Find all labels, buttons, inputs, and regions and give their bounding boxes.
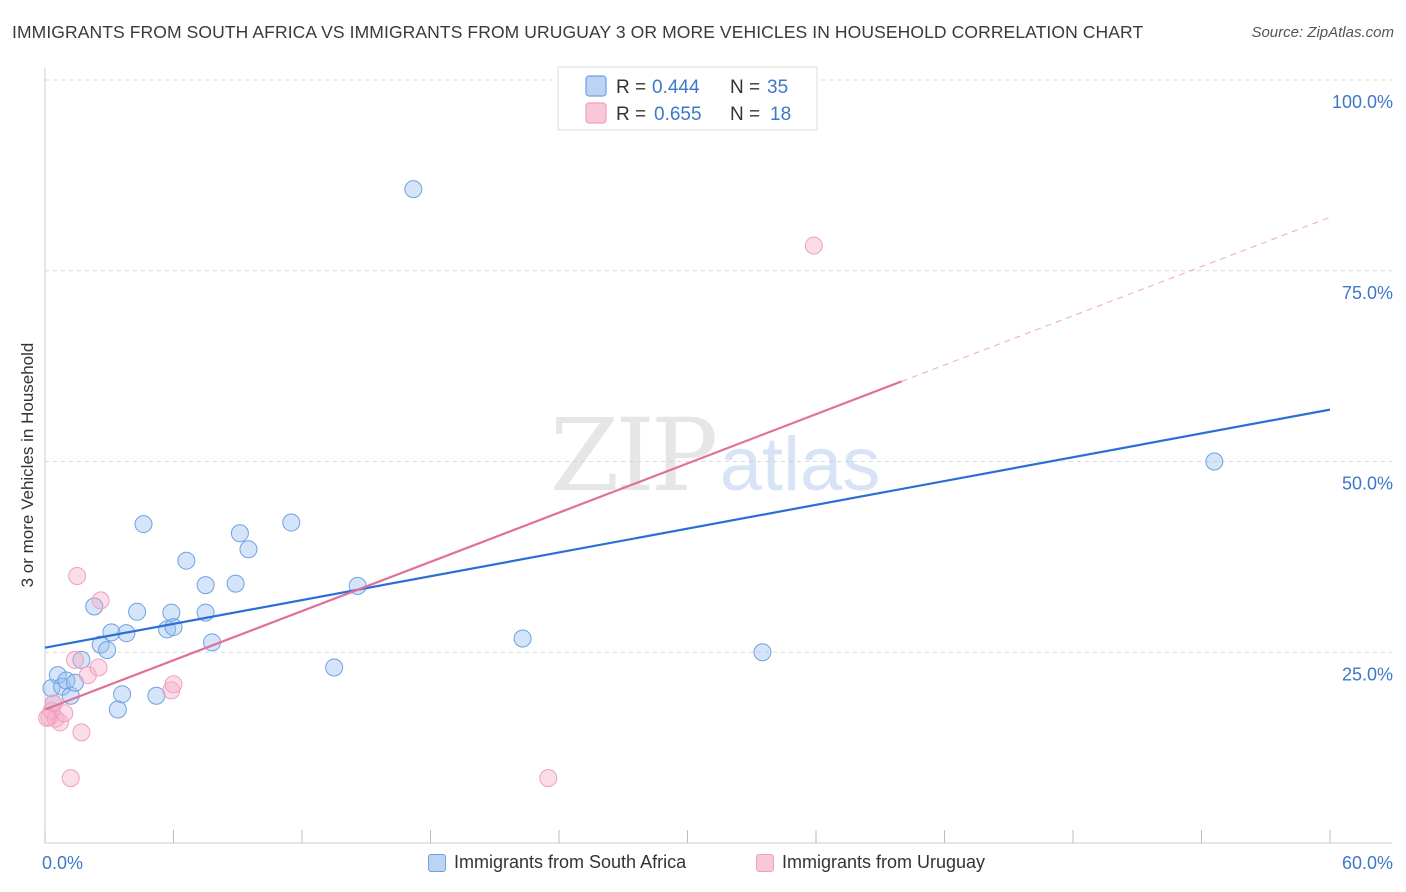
legend-n-label-1: N = xyxy=(730,77,760,98)
south-africa-point[interactable] xyxy=(108,700,127,719)
legend-n-value-2: 18 xyxy=(770,104,791,125)
south-africa-point[interactable] xyxy=(164,618,183,637)
legend-n-value-1: 35 xyxy=(767,77,788,98)
y-tick-label: 75.0% xyxy=(1342,283,1393,303)
south-africa-trend-line xyxy=(44,408,1331,649)
uruguay-point[interactable] xyxy=(804,236,823,255)
legend-r-label-2: R = xyxy=(616,104,646,125)
south-africa-point[interactable] xyxy=(753,643,772,662)
bottom-legend: Immigrants from South Africa Immigrants … xyxy=(0,852,1406,878)
source-label: Source: ZipAtlas.com xyxy=(1251,24,1394,41)
gridlines xyxy=(45,79,1392,653)
watermark-zip: ZIP xyxy=(550,397,715,514)
south-africa-swatch xyxy=(428,853,446,872)
watermark-atlas: atlas xyxy=(720,422,881,507)
uruguay-point[interactable] xyxy=(89,658,108,677)
south-africa-point[interactable] xyxy=(102,623,121,642)
legend-r-value-1: 0.444 xyxy=(652,77,700,98)
south-africa-point[interactable] xyxy=(513,629,532,648)
uruguay-point[interactable] xyxy=(55,704,74,723)
south-africa-point[interactable] xyxy=(72,650,91,669)
uruguay-label: Immigrants from Uruguay xyxy=(782,852,986,872)
south-africa-point[interactable] xyxy=(230,524,249,543)
south-africa-point[interactable] xyxy=(177,551,196,570)
legend-swatch-uruguay xyxy=(585,102,607,124)
uruguay-swatch xyxy=(756,853,774,872)
legend-r-value-2: 0.655 xyxy=(654,104,702,125)
south-africa-point[interactable] xyxy=(404,180,423,199)
south-africa-point[interactable] xyxy=(282,513,301,532)
bottom-legend-uruguay[interactable]: Immigrants from Uruguay xyxy=(756,852,985,873)
uruguay-point[interactable] xyxy=(91,591,110,610)
x-tick-label: 60.0% xyxy=(1342,853,1393,873)
uruguay-point[interactable] xyxy=(68,566,87,585)
data-points xyxy=(38,180,1224,788)
uruguay-point[interactable] xyxy=(78,666,97,685)
uruguay-point[interactable] xyxy=(38,708,57,727)
south-africa-point[interactable] xyxy=(134,515,153,534)
uruguay-trend-line xyxy=(44,380,903,711)
south-africa-point[interactable] xyxy=(226,574,245,593)
legend-r-label-1: R = xyxy=(616,77,646,98)
south-africa-point[interactable] xyxy=(325,658,344,677)
y-tick-label: 100.0% xyxy=(1332,92,1393,112)
south-africa-point[interactable] xyxy=(98,640,117,659)
uruguay-trend-extension xyxy=(901,216,1331,382)
y-tick-label: 25.0% xyxy=(1342,664,1393,684)
south-africa-label: Immigrants from South Africa xyxy=(454,852,687,872)
south-africa-point[interactable] xyxy=(48,666,67,685)
south-africa-point[interactable] xyxy=(196,576,215,595)
south-africa-point[interactable] xyxy=(162,603,181,622)
uruguay-point[interactable] xyxy=(164,675,183,694)
south-africa-point[interactable] xyxy=(1205,452,1224,471)
x-tick-label: 0.0% xyxy=(42,853,83,873)
legend-swatch-south-africa xyxy=(585,75,607,97)
axes xyxy=(44,68,1392,844)
south-africa-point[interactable] xyxy=(239,540,258,559)
trend-lines xyxy=(44,216,1331,711)
tick-labels: 25.0% 50.0% 75.0% 100.0% 0.0% 60.0% xyxy=(42,92,1393,873)
bottom-legend-south-africa[interactable]: Immigrants from South Africa xyxy=(428,852,686,873)
south-africa-point[interactable] xyxy=(128,602,147,621)
south-africa-point[interactable] xyxy=(113,685,132,704)
chart-title: IMMIGRANTS FROM SOUTH AFRICA VS IMMIGRAN… xyxy=(12,22,1144,42)
legend: R = 0.444 N = 35 R = 0.655 N = 18 xyxy=(557,66,818,131)
legend-n-label-2: N = xyxy=(730,104,760,125)
uruguay-point[interactable] xyxy=(65,650,84,669)
uruguay-point[interactable] xyxy=(72,723,91,742)
south-africa-point[interactable] xyxy=(147,686,166,705)
uruguay-point[interactable] xyxy=(539,769,558,788)
uruguay-point[interactable] xyxy=(61,769,80,788)
y-tick-label: 50.0% xyxy=(1342,474,1393,494)
